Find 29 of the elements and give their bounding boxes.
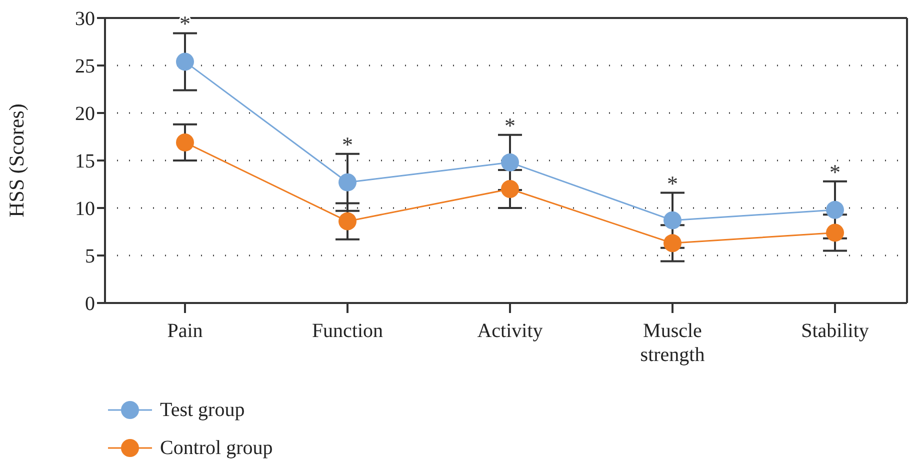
x-tick-label: Pain: [167, 320, 203, 342]
x-tick-label: Muscle strength: [640, 320, 705, 366]
x-tick-label: Function: [312, 320, 384, 342]
y-tick-label: 10: [75, 198, 95, 220]
point: [176, 133, 194, 152]
y-tick-label: 20: [75, 103, 95, 126]
point: [176, 52, 194, 71]
point: [826, 224, 844, 242]
y-axis-title: HSS (Scores): [4, 104, 28, 218]
y-tick-label: 5: [85, 246, 95, 268]
y-tick-label: 30: [75, 8, 95, 30]
x-tick-label: Stability: [801, 320, 869, 342]
annotation: *: [504, 112, 516, 138]
point: [501, 153, 519, 172]
point: [664, 211, 682, 230]
point: [338, 212, 356, 230]
legend-label: Test group: [160, 398, 245, 422]
point: [338, 173, 356, 192]
annotation: *: [830, 159, 840, 184]
point: [826, 200, 844, 219]
annotation: *: [667, 170, 678, 196]
y-tick-label: 25: [75, 56, 95, 78]
annotation: *: [342, 132, 353, 157]
point: [664, 234, 682, 252]
legend-label: Control group: [160, 436, 273, 460]
y-tick-label: 0: [85, 293, 95, 316]
x-tick-label: Activity: [477, 320, 543, 342]
y-tick-label: 15: [75, 150, 95, 173]
point: [501, 180, 519, 198]
